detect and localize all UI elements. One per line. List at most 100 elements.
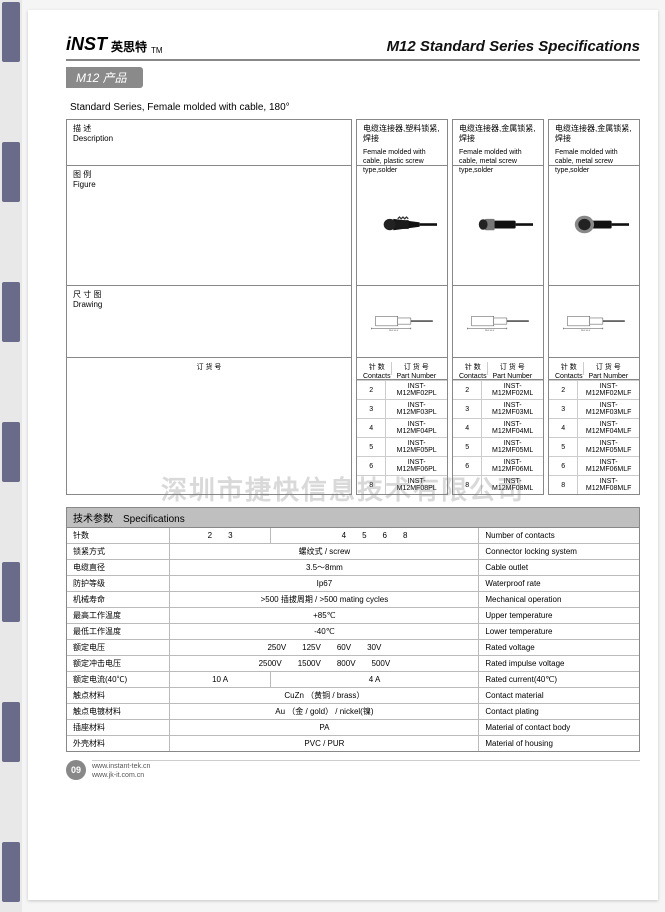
spec-value: 10 A — [170, 672, 270, 688]
partnumber-cell: INST-M12MF03MLF — [578, 400, 639, 419]
variant-desc-cn: 电缆连接器,塑料锁紧,焊接 — [363, 124, 441, 145]
label-fig-en: Figure — [73, 180, 345, 190]
partnumber-cell: INST-M12MF06PL — [386, 457, 447, 476]
variant-figure — [357, 166, 447, 286]
spec-value: Au （金 / gold） / nickel(镍) — [170, 704, 479, 720]
contacts-cell: 4 — [549, 419, 578, 438]
specs-table: 针数2 34 5 6 8Number of contacts锁紧方式螺纹式 / … — [67, 528, 639, 751]
sidebar-tab — [2, 2, 20, 62]
partnumber-cell: INST-M12MF08ML — [482, 476, 543, 495]
spec-value: >500 插拔周期 / >500 mating cycles — [170, 592, 479, 608]
partnumber-cell: INST-M12MF03ML — [482, 400, 543, 419]
spec-value: 2500V 1500V 800V 500V — [170, 656, 479, 672]
spec-label-en: Contact plating — [479, 704, 639, 720]
spec-value: CuZn （黄铜 / brass） — [170, 688, 479, 704]
spec-label-cn: 触点电镀材料 — [67, 704, 170, 720]
variant-desc-cn: 电缆连接器,金属锁紧,焊接 — [555, 124, 633, 145]
variant-figure — [453, 166, 543, 286]
partnumber-cell: INST-M12MF08PL — [386, 476, 447, 495]
sidebar-tab — [2, 562, 20, 622]
footer-urls: www.instant-tek.cn www.jk-it.com.cn — [92, 760, 640, 780]
variant-drawing: REF 46.8 — [357, 286, 447, 358]
spec-value: -40℃ — [170, 624, 479, 640]
spec-value: Ip67 — [170, 576, 479, 592]
contacts-cell: 8 — [453, 476, 482, 495]
spec-label-cn: 最低工作温度 — [67, 624, 170, 640]
label-pn-cn: 订 货 号 — [197, 364, 222, 371]
trademark: TM — [151, 46, 163, 55]
section-subtitle: Standard Series, Female molded with cabl… — [70, 102, 640, 113]
spec-label-en: Rated voltage — [479, 640, 639, 656]
specs-head-en: Specifications — [123, 514, 185, 525]
partnumber-table: 2INST-M12MF02PL3INST-M12MF03PL4INST-M12M… — [357, 380, 447, 494]
brand-logo: iNST 英思特 TM — [66, 34, 163, 55]
label-desc-cn: 描 述 — [73, 124, 345, 134]
sidebar-tab — [2, 142, 20, 202]
spec-label-cn: 锁紧方式 — [67, 544, 170, 560]
spec-label-en: Rated impulse voltage — [479, 656, 639, 672]
svg-text:REF 46.8: REF 46.8 — [485, 331, 495, 333]
section-badge: M12 产品 — [66, 67, 143, 88]
spec-label-cn: 针数 — [67, 528, 170, 544]
row-labels-column: 描 述Description 图 例Figure 尺 寸 图Drawing 订 … — [66, 119, 352, 495]
spec-value: 2 3 — [170, 528, 270, 544]
contacts-cell: 8 — [549, 476, 578, 495]
page-footer: 09 www.instant-tek.cn www.jk-it.com.cn — [66, 760, 640, 780]
svg-text:REF 46.8: REF 46.8 — [581, 331, 591, 333]
spec-label-en: Cable outlet — [479, 560, 639, 576]
label-desc-en: Description — [73, 134, 345, 144]
spec-value: 3.5～8mm — [170, 560, 479, 576]
label-draw-cn: 尺 寸 图 — [73, 290, 345, 300]
contacts-cell: 4 — [453, 419, 482, 438]
label-fig-cn: 图 例 — [73, 170, 345, 180]
partnumber-cell: INST-M12MF06ML — [482, 457, 543, 476]
spec-label-cn: 额定冲击电压 — [67, 656, 170, 672]
partnumber-cell: INST-M12MF06MLF — [578, 457, 639, 476]
spec-label-en: Material of contact body — [479, 720, 639, 736]
contacts-cell: 5 — [549, 438, 578, 457]
variant-figure — [549, 166, 639, 286]
variant-drawing: REF 46.8 — [549, 286, 639, 358]
contacts-cell: 6 — [357, 457, 386, 476]
spec-label-cn: 额定电流(40℃) — [67, 672, 170, 688]
page-title: M12 Standard Series Specifications — [387, 38, 640, 55]
logo-text: iNST — [66, 34, 107, 55]
spec-value: +85℃ — [170, 608, 479, 624]
pn-header: 针 数Contacts订 货 号Part Number — [549, 358, 639, 380]
partnumber-cell: INST-M12MF04PL — [386, 419, 447, 438]
spec-label-en: Rated current(40℃) — [479, 672, 639, 688]
logo-cn: 英思特 — [111, 38, 147, 55]
pn-header: 针 数Contacts订 货 号Part Number — [357, 358, 447, 380]
partnumber-cell: INST-M12MF04ML — [482, 419, 543, 438]
spec-label-en: Connector locking system — [479, 544, 639, 560]
partnumber-table: 2INST-M12MF02ML3INST-M12MF03ML4INST-M12M… — [453, 380, 543, 494]
contacts-cell: 3 — [357, 400, 386, 419]
spec-label-en: Number of contacts — [479, 528, 639, 544]
sidebar-tab — [2, 422, 20, 482]
partnumber-cell: INST-M12MF03PL — [386, 400, 447, 419]
contacts-cell: 3 — [549, 400, 578, 419]
left-sidebar — [0, 0, 22, 912]
spec-label-cn: 插座材料 — [67, 720, 170, 736]
contacts-cell: 2 — [357, 381, 386, 400]
variant-column: 电缆连接器,金属锁紧,焊接Female molded with cable, m… — [548, 119, 640, 495]
spec-label-en: Material of housing — [479, 736, 639, 752]
spec-label-en: Contact material — [479, 688, 639, 704]
partnumber-cell: INST-M12MF02MLF — [578, 381, 639, 400]
spec-label-cn: 额定电压 — [67, 640, 170, 656]
partnumber-cell: INST-M12MF02ML — [482, 381, 543, 400]
partnumber-cell: INST-M12MF04MLF — [578, 419, 639, 438]
contacts-cell: 6 — [453, 457, 482, 476]
variant-desc-cn: 电缆连接器,金属锁紧,焊接 — [459, 124, 537, 145]
spec-label-cn: 最高工作温度 — [67, 608, 170, 624]
spec-value: PA — [170, 720, 479, 736]
contacts-cell: 5 — [453, 438, 482, 457]
spec-value: 250V 125V 60V 30V — [170, 640, 479, 656]
datasheet-page: iNST 英思特 TM M12 Standard Series Specific… — [28, 10, 658, 900]
spec-label-en: Upper temperature — [479, 608, 639, 624]
partnumber-cell: INST-M12MF05ML — [482, 438, 543, 457]
spec-label-en: Mechanical operation — [479, 592, 639, 608]
partnumber-cell: INST-M12MF08MLF — [578, 476, 639, 495]
section-badge-row: M12 产品 — [66, 67, 640, 88]
specs-head-cn: 技术参数 — [73, 514, 113, 525]
